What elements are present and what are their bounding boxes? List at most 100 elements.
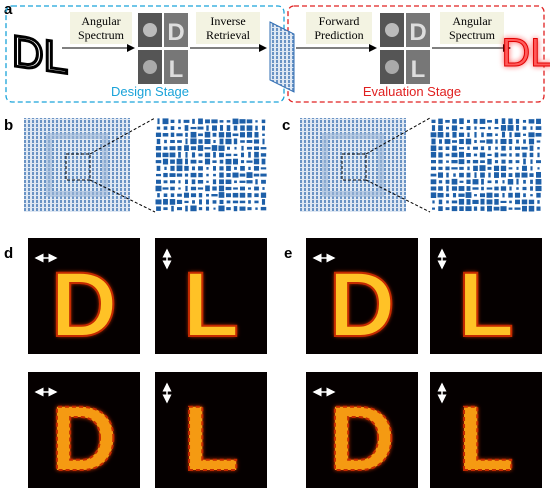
cell bbox=[212, 160, 217, 163]
cell bbox=[459, 172, 464, 178]
cell bbox=[495, 180, 498, 184]
cell bbox=[516, 187, 519, 190]
cell bbox=[453, 173, 456, 177]
cell bbox=[190, 126, 197, 130]
box-text: Angular bbox=[81, 14, 120, 28]
cell bbox=[205, 185, 210, 192]
cell bbox=[212, 200, 217, 204]
svg-text:D: D bbox=[409, 19, 426, 46]
cell bbox=[247, 192, 252, 198]
cell bbox=[254, 132, 259, 138]
cell bbox=[522, 126, 527, 130]
cell bbox=[459, 180, 464, 183]
cell bbox=[451, 125, 458, 131]
cell bbox=[162, 158, 169, 165]
cell bbox=[458, 198, 465, 205]
cell bbox=[535, 126, 542, 130]
cell bbox=[437, 192, 444, 198]
cell bbox=[178, 126, 181, 130]
cell bbox=[438, 125, 443, 131]
cell bbox=[494, 193, 499, 198]
cell bbox=[466, 172, 471, 178]
cell bbox=[262, 125, 265, 131]
cell bbox=[458, 193, 465, 197]
cell bbox=[260, 192, 267, 198]
cell bbox=[536, 206, 541, 211]
cell bbox=[183, 192, 190, 198]
letter-glow: L bbox=[458, 388, 514, 490]
cell bbox=[248, 166, 251, 170]
cell bbox=[212, 186, 217, 191]
zoom-cells bbox=[155, 118, 267, 212]
cell bbox=[156, 206, 161, 211]
box bbox=[70, 12, 132, 44]
cell bbox=[473, 206, 478, 211]
cell bbox=[451, 200, 458, 204]
cell bbox=[185, 179, 188, 185]
box bbox=[440, 12, 504, 44]
cell bbox=[239, 200, 246, 204]
cell bbox=[212, 179, 217, 185]
zoom-cells bbox=[430, 118, 542, 212]
cell bbox=[494, 118, 499, 124]
letter-glow: L bbox=[183, 388, 239, 490]
cell bbox=[521, 172, 528, 178]
cell bbox=[218, 132, 225, 138]
cell bbox=[192, 200, 195, 204]
zoom-line bbox=[89, 117, 156, 155]
cell bbox=[438, 118, 443, 125]
cell bbox=[254, 193, 259, 198]
cell bbox=[190, 131, 197, 138]
cell bbox=[184, 173, 189, 177]
cell bbox=[197, 179, 204, 184]
cell bbox=[170, 126, 175, 131]
cell bbox=[206, 193, 209, 197]
cell bbox=[233, 187, 238, 190]
cell bbox=[261, 119, 266, 124]
cell bbox=[488, 126, 491, 130]
cell bbox=[240, 165, 245, 171]
cell bbox=[254, 200, 259, 204]
cell bbox=[171, 205, 174, 212]
cell bbox=[500, 138, 507, 145]
cell bbox=[169, 180, 176, 184]
cell bbox=[479, 152, 486, 158]
cell bbox=[494, 152, 499, 158]
cell bbox=[501, 131, 506, 138]
cell bbox=[157, 193, 160, 198]
cell bbox=[516, 166, 519, 170]
cell bbox=[438, 206, 443, 212]
cell bbox=[233, 125, 238, 131]
cell bbox=[494, 160, 499, 164]
cell bbox=[255, 120, 258, 123]
cell bbox=[466, 152, 471, 157]
cell bbox=[213, 207, 216, 210]
cell bbox=[509, 186, 512, 191]
cell bbox=[430, 159, 437, 164]
cell bbox=[240, 152, 245, 158]
cell bbox=[241, 145, 244, 151]
cell bbox=[211, 194, 218, 197]
cell bbox=[445, 119, 450, 123]
cell bbox=[262, 133, 265, 136]
cell bbox=[466, 179, 471, 184]
cell bbox=[155, 185, 162, 192]
cell bbox=[163, 180, 168, 184]
cell bbox=[438, 152, 443, 158]
cell bbox=[239, 119, 246, 124]
cell bbox=[218, 205, 225, 212]
cell bbox=[232, 133, 239, 137]
letter: D bbox=[329, 254, 395, 356]
cell bbox=[198, 172, 203, 178]
cell bbox=[486, 133, 493, 137]
intensity-bg bbox=[430, 372, 542, 488]
cell bbox=[430, 151, 437, 158]
cell bbox=[446, 185, 449, 192]
metasurface-pattern bbox=[322, 133, 384, 197]
cell bbox=[516, 124, 519, 131]
cell bbox=[219, 199, 224, 205]
cell bbox=[246, 172, 253, 178]
cell bbox=[430, 186, 437, 191]
cell bbox=[260, 147, 267, 150]
cell bbox=[466, 199, 471, 205]
